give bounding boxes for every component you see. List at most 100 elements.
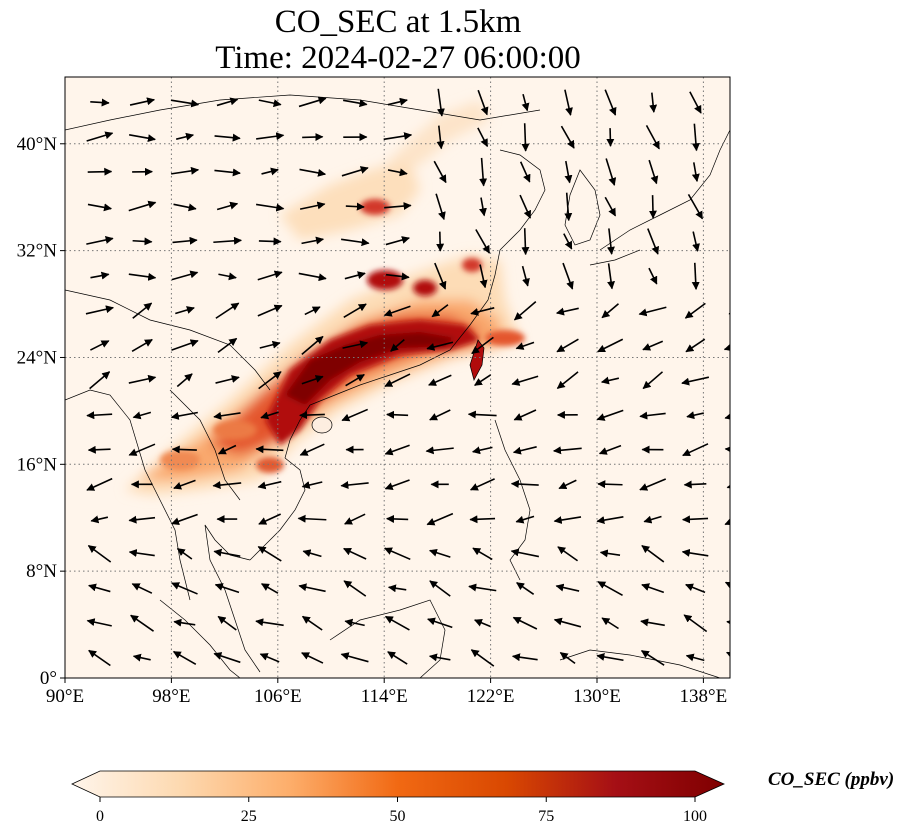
wind-arrow bbox=[428, 374, 452, 386]
wind-arrow bbox=[302, 549, 322, 558]
wind-arrow bbox=[477, 89, 489, 116]
wind-arrow bbox=[344, 513, 366, 525]
wind-arrow bbox=[171, 445, 197, 454]
wind-arrow bbox=[215, 375, 240, 384]
tick-label-lat: 16°N bbox=[17, 454, 58, 475]
wind-arrow bbox=[564, 192, 573, 222]
wind-arrow bbox=[735, 230, 741, 253]
wind-arrow bbox=[384, 373, 411, 388]
wind-arrow bbox=[341, 238, 370, 247]
wind-arrow bbox=[343, 580, 367, 597]
plume-north bbox=[280, 160, 420, 240]
colorbar-ticks: 0 25 50 75 100 bbox=[96, 797, 707, 825]
border-inland-3 bbox=[65, 94, 541, 131]
wind-arrow bbox=[601, 617, 619, 630]
wind-arrow bbox=[648, 267, 658, 285]
wind-arrow bbox=[601, 303, 620, 319]
wind-arrow bbox=[216, 201, 239, 211]
wind-arrow bbox=[681, 548, 709, 557]
wind-arrow bbox=[384, 615, 410, 631]
wind-arrow bbox=[383, 132, 413, 141]
wind-arrow bbox=[214, 168, 241, 177]
wind-arrow bbox=[172, 650, 197, 666]
wind-arrow bbox=[299, 411, 325, 420]
wind-arrow bbox=[729, 378, 730, 388]
tick-label-lat: 8°N bbox=[26, 561, 57, 582]
wind-arrow bbox=[176, 547, 193, 560]
wind-arrow bbox=[553, 446, 582, 455]
plot-title-line1: CO_SEC at 1.5km bbox=[274, 4, 522, 40]
wind-arrow bbox=[564, 89, 573, 116]
wind-arrow bbox=[426, 512, 454, 526]
wind-arrow bbox=[259, 653, 280, 663]
wind-arrow bbox=[555, 583, 580, 592]
wind-arrow bbox=[344, 618, 365, 627]
wind-arrow bbox=[731, 264, 744, 288]
wind-arrow bbox=[390, 339, 405, 352]
wind-arrow bbox=[521, 94, 530, 112]
axis-ticks: 90°E 98°E 106°E 114°E 122°E 130°E 138°E 0° 8°N 16… bbox=[17, 134, 728, 707]
wind-arrow bbox=[559, 651, 576, 664]
wind-arrow bbox=[385, 236, 410, 246]
wind-arrow bbox=[386, 514, 409, 523]
wind-arrow bbox=[513, 409, 537, 421]
wind-arrow bbox=[260, 583, 279, 594]
wind-arrow bbox=[128, 272, 157, 281]
wind-arrow bbox=[132, 237, 153, 246]
wind-arrow bbox=[479, 264, 488, 289]
wind-arrow bbox=[173, 479, 196, 490]
tick-label-lat: 32°N bbox=[17, 241, 58, 262]
wind-arrow bbox=[645, 125, 660, 150]
wind-arrow bbox=[510, 548, 540, 558]
wind-arrow bbox=[217, 615, 237, 631]
wind-arrow bbox=[259, 340, 281, 349]
wind-arrow bbox=[436, 88, 445, 117]
wind-arrow bbox=[343, 547, 367, 560]
wind-arrow bbox=[132, 411, 152, 420]
wind-arrow bbox=[261, 167, 279, 176]
wind-arrow bbox=[90, 340, 110, 351]
wind-arrow bbox=[258, 237, 282, 246]
wind-arrow bbox=[214, 133, 241, 142]
coast-korea bbox=[564, 169, 601, 246]
wind-arrow bbox=[560, 125, 575, 149]
wind-arrow bbox=[683, 480, 707, 489]
wind-arrow bbox=[436, 125, 445, 150]
wind-arrow bbox=[129, 97, 156, 106]
wind-arrow bbox=[341, 408, 369, 422]
wind-arrow bbox=[90, 98, 110, 107]
wind-arrow bbox=[515, 341, 535, 350]
wind-arrow bbox=[521, 265, 530, 287]
wind-arrow bbox=[606, 228, 615, 255]
wind-arrow bbox=[297, 514, 327, 523]
coast-philippines bbox=[494, 419, 531, 581]
wind-arrow bbox=[513, 301, 537, 321]
wind-arrow bbox=[383, 547, 411, 561]
wind-arrow bbox=[345, 373, 365, 387]
colorbar: 0 25 50 75 100 bbox=[71, 770, 725, 825]
wind-arrow bbox=[553, 516, 582, 524]
wind-arrow bbox=[213, 411, 241, 420]
wind-arrow bbox=[562, 262, 574, 290]
wind-arrow bbox=[260, 411, 279, 420]
tick-label-lon: 98°E bbox=[152, 686, 190, 707]
wind-arrow bbox=[171, 582, 198, 595]
wind-arrow bbox=[130, 614, 154, 632]
wind-arrow bbox=[173, 203, 197, 212]
wind-arrow bbox=[596, 515, 624, 525]
wind-arrow bbox=[215, 302, 240, 319]
wind-arrow bbox=[689, 91, 702, 114]
wind-arrow bbox=[129, 133, 156, 143]
tick-label-lon: 90°E bbox=[46, 686, 84, 707]
wind-arrow bbox=[556, 338, 579, 353]
wind-arrow bbox=[516, 582, 535, 595]
wind-arrow bbox=[512, 616, 538, 630]
wind-arrow bbox=[691, 262, 700, 290]
wind-arrow bbox=[304, 306, 321, 316]
wind-arrow bbox=[467, 410, 497, 419]
colorbar-tick-label: 75 bbox=[538, 808, 554, 825]
wind-arrow bbox=[597, 338, 624, 353]
wind-arrow bbox=[128, 443, 156, 456]
wind-arrow bbox=[640, 650, 665, 666]
